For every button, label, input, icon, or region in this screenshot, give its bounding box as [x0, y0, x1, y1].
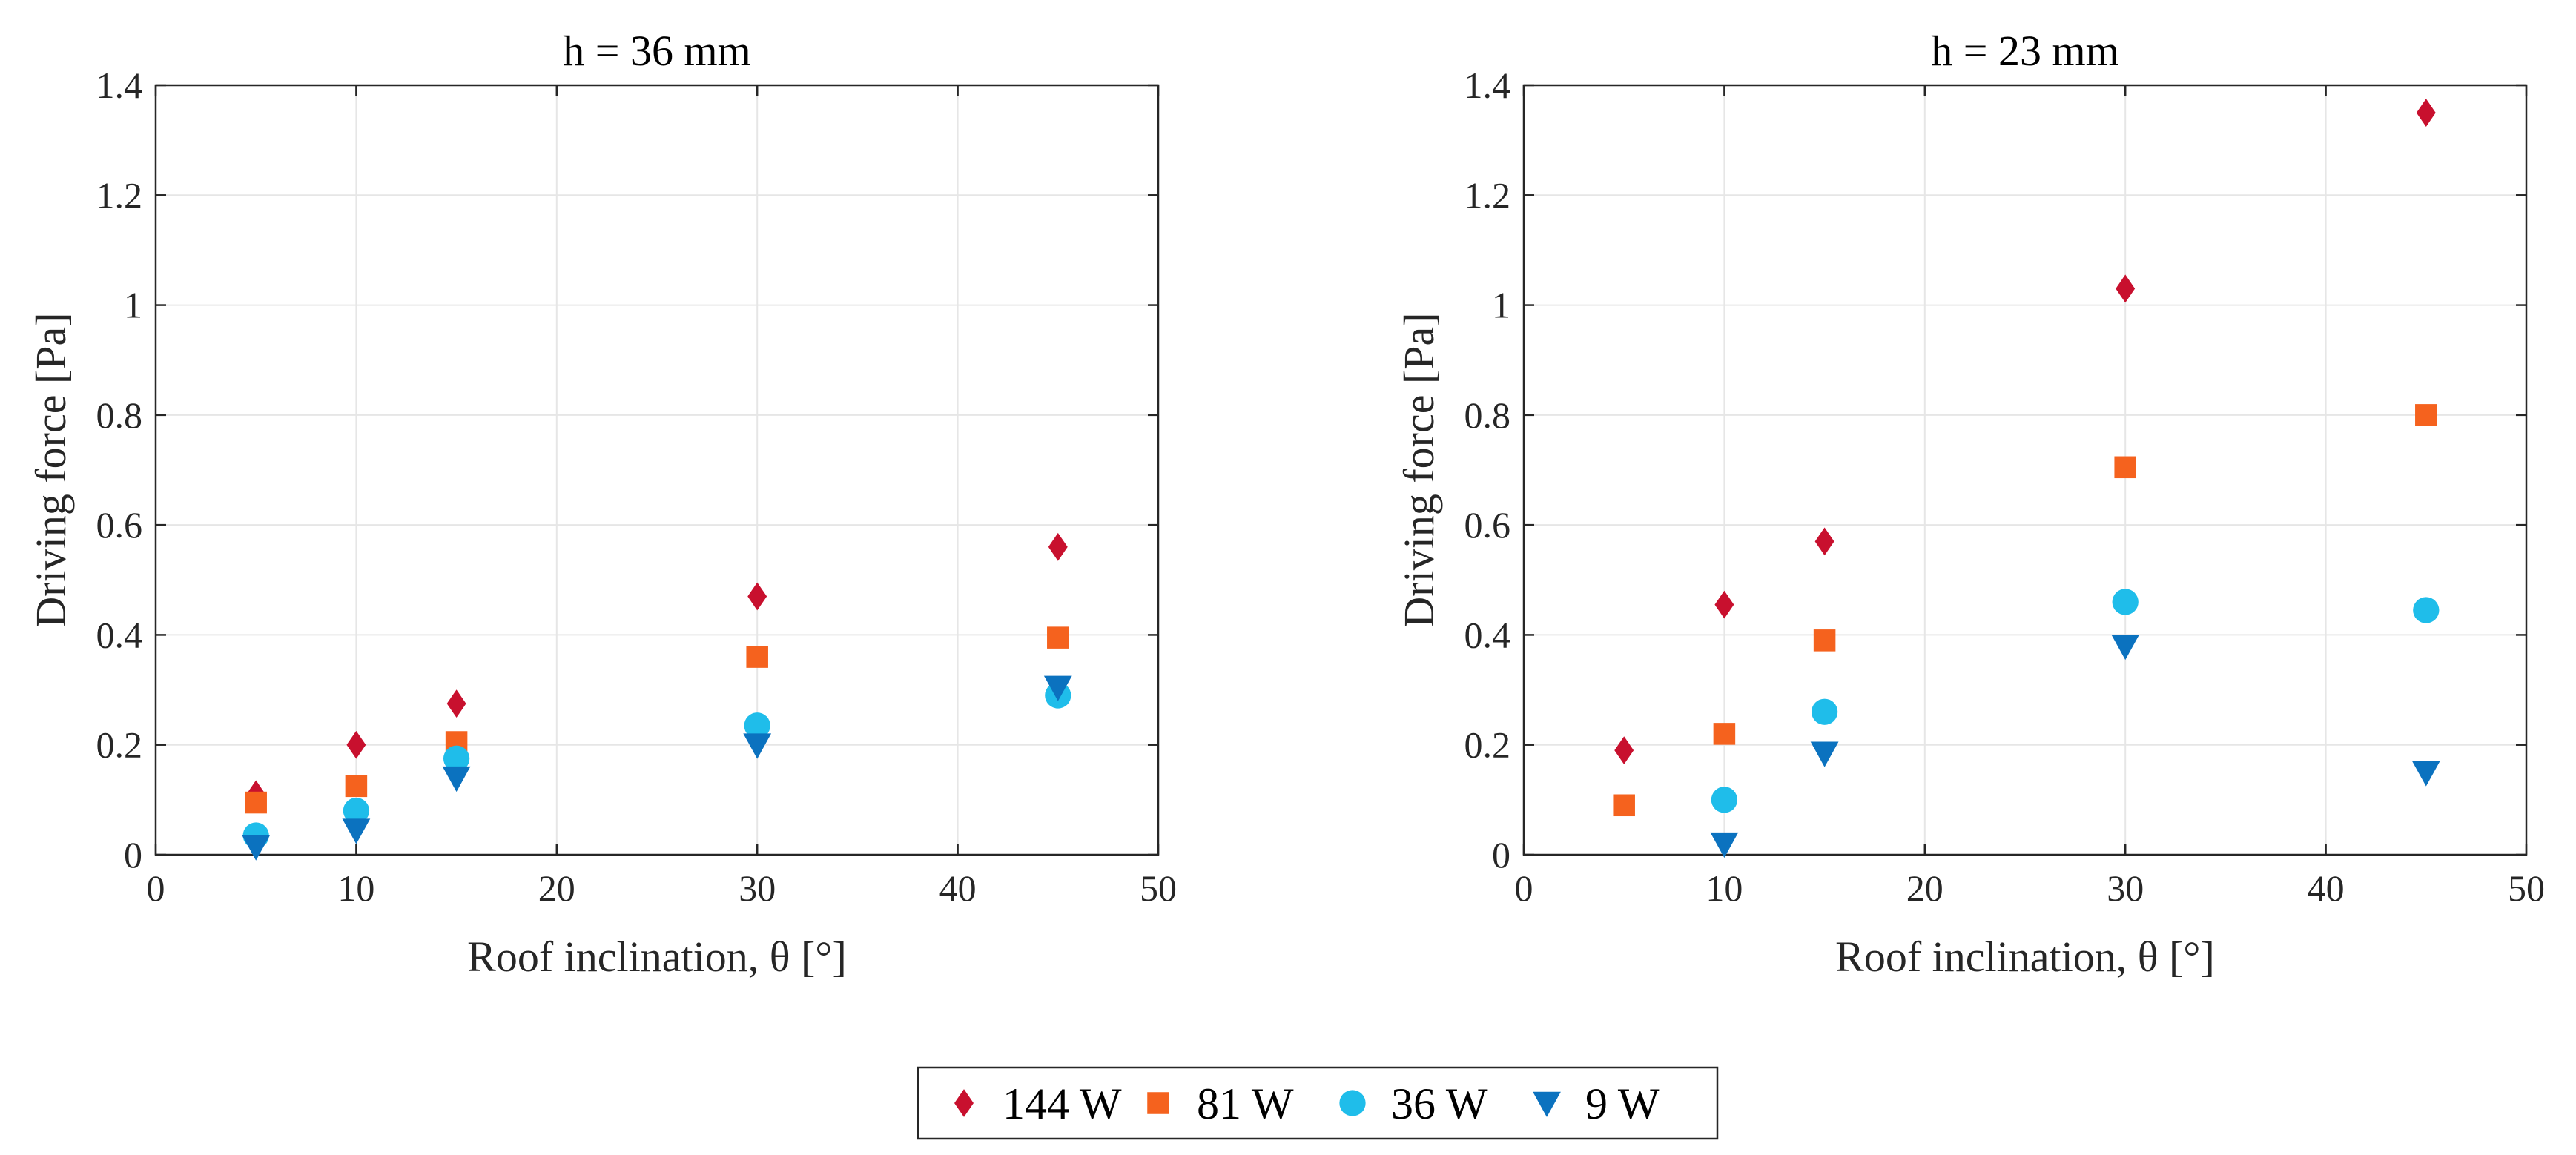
x-tick-label: 40 [939, 867, 977, 909]
y-tick-label: 0 [124, 834, 142, 876]
y-tick-label: 0 [1492, 834, 1510, 876]
x-tick-label: 40 [2308, 867, 2345, 909]
y-tick-label: 1.4 [96, 64, 143, 106]
legend-label-81-w: 81 W [1197, 1079, 1294, 1128]
y-axis-label: Driving force [Pa] [27, 312, 75, 627]
grid [155, 85, 1159, 856]
chart-title: h = 23 mm [1931, 27, 2118, 75]
legend-marker-9-w [1533, 1091, 1561, 1117]
x-tick-label: 50 [1140, 867, 1177, 909]
x-tick-label: 30 [2107, 867, 2144, 909]
data-point-36-w [1811, 698, 1838, 725]
chart-h23: 0 10 20 30 40 50 0 0.2 0.4 0.6 0.8 1 1.2 1.4 h = 23 m… [1395, 27, 2545, 981]
legend-marker-144-w [954, 1089, 974, 1117]
data-point-144-w [1714, 590, 1734, 619]
y-tick-label: 0.2 [1464, 724, 1511, 766]
data-point-9-w [1810, 741, 1839, 767]
grid [1523, 85, 2527, 856]
ticks: 0 10 20 30 40 50 0 0.2 0.4 0.6 0.8 1 1.2 1.4 [96, 64, 1178, 909]
data-point-36-w [2413, 597, 2440, 623]
data-marks [1613, 99, 2440, 858]
ticks: 0 10 20 30 40 50 0 0.2 0.4 0.6 0.8 1 1.2 1.4 [1464, 64, 2546, 909]
data-point-9-w [342, 818, 371, 844]
data-point-81-w [2415, 404, 2437, 426]
data-point-36-w [443, 745, 470, 772]
data-point-144-w [2116, 274, 2136, 303]
x-tick-label: 10 [337, 867, 374, 909]
legend-label-9-w: 9 W [1585, 1079, 1660, 1128]
data-point-144-w [747, 582, 767, 611]
y-tick-label: 0.6 [1464, 504, 1511, 546]
chart-title: h = 36 mm [563, 27, 750, 75]
legend: 144 W 81 W 36 W 9 W [917, 1066, 1719, 1140]
y-tick-label: 0.2 [96, 724, 143, 766]
y-tick-label: 1 [124, 285, 142, 326]
data-point-36-w [343, 798, 370, 824]
data-point-81-w [746, 646, 768, 668]
x-axis-label: Roof inclination, θ [°] [467, 933, 847, 981]
x-tick-label: 0 [147, 867, 165, 909]
data-point-81-w [1713, 723, 1736, 745]
x-axis-label: Roof inclination, θ [°] [1835, 933, 2215, 981]
y-tick-label: 1 [1492, 285, 1510, 326]
y-tick-label: 0.4 [1464, 614, 1511, 655]
legend-label-36-w: 36 W [1391, 1079, 1488, 1128]
y-tick-label: 0.4 [96, 614, 143, 655]
data-point-144-w [346, 730, 366, 759]
y-tick-label: 1.2 [1464, 174, 1511, 216]
data-point-36-w [2112, 589, 2139, 615]
data-point-36-w [1711, 787, 1738, 813]
legend-box [917, 1066, 1719, 1140]
data-point-81-w [2114, 456, 2136, 479]
data-point-9-w [2111, 634, 2140, 661]
data-point-9-w [1710, 832, 1739, 858]
data-point-9-w [743, 733, 772, 759]
y-tick-label: 0.8 [1464, 394, 1511, 436]
data-point-81-w [245, 791, 267, 814]
x-tick-label: 20 [538, 867, 575, 909]
chart-h36: 0 10 20 30 40 50 0 0.2 0.4 0.6 0.8 1 1.2 1.4 h = 36 m… [27, 27, 1177, 981]
data-point-81-w [1813, 629, 1836, 652]
legend-marker-36-w [1339, 1090, 1366, 1116]
data-point-144-w [1614, 736, 1634, 765]
data-point-144-w [1048, 532, 1068, 561]
y-axis-label: Driving force [Pa] [1395, 312, 1443, 627]
data-point-9-w [2411, 761, 2440, 787]
data-point-144-w [2416, 99, 2436, 127]
data-point-9-w [442, 766, 471, 792]
y-tick-label: 1.4 [1464, 64, 1511, 106]
data-point-9-w [1043, 675, 1072, 701]
x-tick-label: 0 [1515, 867, 1533, 909]
data-point-36-w [744, 712, 770, 739]
data-point-144-w [446, 689, 466, 718]
y-tick-label: 0.6 [96, 504, 143, 546]
data-point-81-w [1047, 626, 1069, 649]
data-point-9-w [242, 835, 271, 861]
legend-marker-81-w [1147, 1092, 1169, 1114]
x-tick-label: 10 [1705, 867, 1743, 909]
legend-label-144-w: 144 W [1003, 1079, 1122, 1128]
x-tick-label: 50 [2508, 867, 2545, 909]
axes-box [1522, 84, 2528, 856]
axes-box [154, 84, 1160, 856]
data-point-144-w [1814, 527, 1834, 556]
y-tick-label: 0.8 [96, 394, 143, 436]
x-tick-label: 30 [739, 867, 776, 909]
data-point-81-w [345, 775, 368, 798]
data-point-81-w [1613, 794, 1635, 817]
y-tick-label: 1.2 [96, 174, 143, 216]
x-tick-label: 20 [1906, 867, 1943, 909]
data-marks [242, 532, 1072, 861]
